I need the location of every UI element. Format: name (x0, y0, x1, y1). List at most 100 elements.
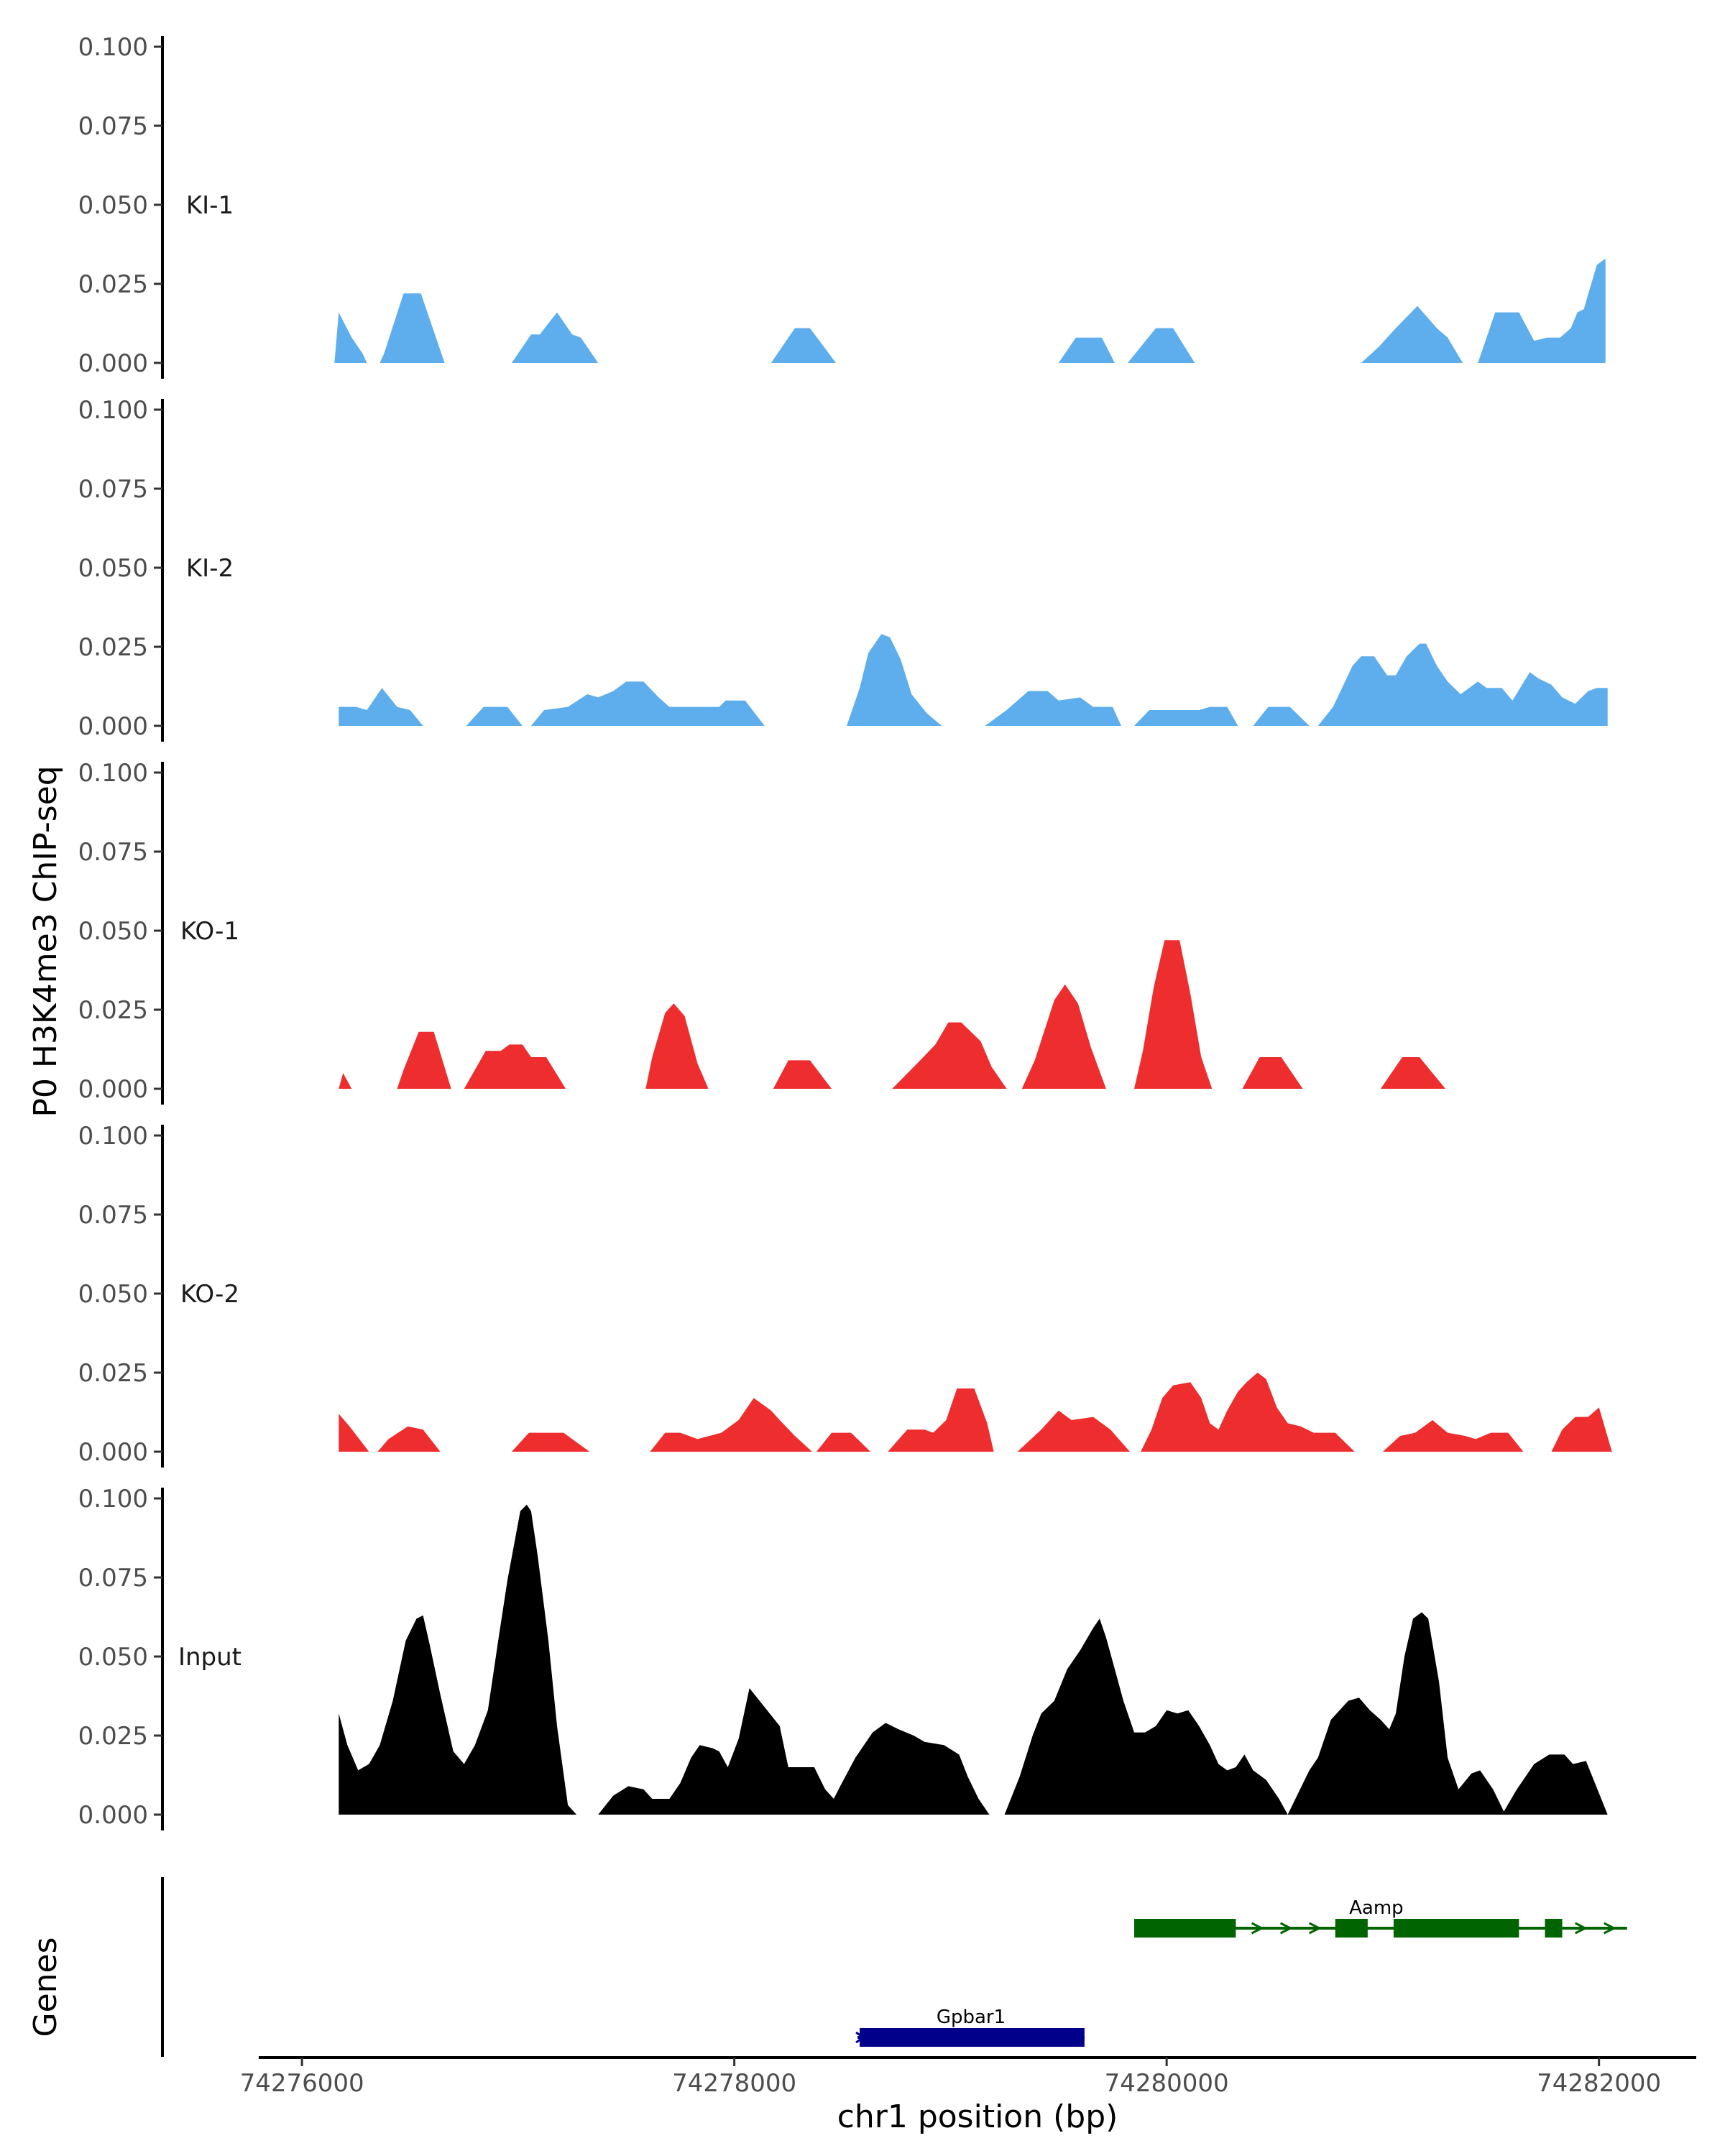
signal-area (511, 1432, 590, 1452)
signal-area (888, 1388, 994, 1452)
strand-arrow-icon (1279, 1922, 1293, 1935)
y-tick-label: 0.075 (78, 112, 148, 141)
track-ko-2: 0.000 0.025 0.050 0.075 0.100 KO-2 (78, 1122, 1612, 1468)
track-label: Input (178, 1643, 242, 1672)
y-tick-label: 0.025 (78, 270, 148, 299)
gene-panel: Aamp Gpbar1 (161, 1877, 1627, 2057)
signal-area (1551, 1407, 1612, 1452)
y-tick-label: 0.050 (78, 1280, 148, 1309)
y-tick-label: 0.075 (78, 1564, 148, 1593)
y-tick-label: 0.100 (78, 33, 148, 62)
y-tick-label: 0.000 (78, 1801, 148, 1830)
signal-area (1253, 706, 1310, 726)
x-tick-label: 74282000 (1537, 2069, 1661, 2098)
y-tick-label: 0.000 (78, 1075, 148, 1104)
signal-area (339, 1504, 577, 1815)
track-label: KO-2 (180, 1280, 239, 1309)
signal-area (847, 634, 942, 726)
x-tick-label: 74278000 (672, 2069, 796, 2098)
signal-tracks: 0.0000.0250.0500.0750.100KI-10.0000.0250… (78, 33, 1612, 1830)
signal-area (1004, 1612, 1608, 1815)
signal-area (339, 1073, 352, 1089)
gene-exon (860, 2028, 1085, 2047)
y-tick-label: 0.025 (78, 1359, 148, 1388)
strand-arrow-icon (1603, 1922, 1617, 1935)
track-ki-2: 0.000 0.025 0.050 0.075 0.100 KI-2 (78, 396, 1608, 742)
y-tick-label: 0.025 (78, 633, 148, 662)
signal-area (1017, 1410, 1130, 1452)
y-tick-label: 0.050 (78, 554, 148, 583)
signal-area (1361, 305, 1463, 363)
signal-area (1242, 1057, 1303, 1089)
gene-label: Gpbar1 (937, 2007, 1006, 2028)
strand-arrow-icon (1308, 1922, 1322, 1935)
signal-area (380, 293, 445, 363)
signal-area (466, 706, 523, 726)
y-tick-label: 0.025 (78, 1722, 148, 1751)
x-tick-label: 74276000 (240, 2069, 364, 2098)
signal-area (334, 312, 367, 363)
signal-area (339, 688, 423, 726)
y-tick-label: 0.075 (78, 1201, 148, 1230)
track-label: KO-1 (180, 917, 239, 946)
signal-area (1134, 940, 1213, 1089)
signal-area (816, 1432, 871, 1452)
gene-label: Aamp (1349, 1897, 1404, 1919)
signal-area (645, 1003, 709, 1089)
signal-area (985, 691, 1121, 726)
gene-exon (1393, 1919, 1519, 1938)
track-label: KI-2 (186, 554, 234, 583)
y-tick-label: 0.100 (78, 396, 148, 425)
signal-area (1380, 1057, 1446, 1089)
y-tick-label: 0.000 (78, 349, 148, 378)
signal-area (464, 1044, 566, 1089)
y-tick-label: 0.075 (78, 838, 148, 867)
signal-area (1382, 1420, 1524, 1452)
signal-area (339, 1414, 369, 1452)
signal-area (511, 312, 599, 363)
gene-exon (1335, 1919, 1368, 1938)
y-tick-label: 0.075 (78, 475, 148, 504)
signal-area (1141, 1373, 1355, 1452)
signal-area (773, 1060, 832, 1089)
signal-area (770, 328, 836, 363)
y-tick-label: 0.050 (78, 1643, 148, 1672)
y-tick-label: 0.000 (78, 1438, 148, 1467)
signal-area (650, 1398, 812, 1452)
signal-area (530, 681, 765, 726)
y-tick-label: 0.050 (78, 917, 148, 946)
signal-area (1058, 337, 1115, 363)
y-axis-title: P0 H3K4me3 ChIP-seq (27, 765, 64, 1117)
strand-arrow-icon (855, 2031, 865, 2044)
strand-arrow-icon (1251, 1922, 1264, 1935)
gene-panel-title: Genes (27, 1937, 64, 2037)
signal-area (397, 1031, 451, 1089)
track-input: 0.000 0.025 0.050 0.075 0.100 Input (78, 1485, 1608, 1830)
signal-area (892, 1022, 1007, 1089)
y-tick-label: 0.100 (78, 1122, 148, 1151)
y-tick-label: 0.100 (78, 759, 148, 788)
signal-area (1134, 706, 1238, 726)
signal-area (1021, 984, 1106, 1089)
y-tick-label: 0.100 (78, 1485, 148, 1514)
gene-aamp: Aamp (1134, 1897, 1627, 1938)
signal-area (598, 1688, 990, 1815)
track-ko-1: 0.000 0.025 0.050 0.075 0.100 KO-1 (78, 759, 1446, 1105)
y-tick-label: 0.000 (78, 712, 148, 741)
x-axis-title: chr1 position (bp) (837, 2099, 1118, 2135)
signal-area (377, 1426, 441, 1452)
track-label: KI-1 (186, 191, 234, 220)
strand-arrow-icon (1574, 1922, 1588, 1935)
signal-area (1128, 328, 1195, 363)
track-ki-1: 0.000 0.025 0.050 0.075 0.100 KI-1 (78, 33, 1606, 379)
x-axis: 74276000 74278000 74280000 74282000 (240, 2056, 1696, 2098)
gene-exon (1545, 1919, 1563, 1938)
signal-area (1317, 643, 1608, 726)
gene-gpbar1: Gpbar1 (855, 2007, 1085, 2047)
gene-exon (1134, 1919, 1236, 1938)
signal-area (1478, 258, 1606, 363)
y-tick-label: 0.025 (78, 996, 148, 1025)
x-tick-label: 74280000 (1105, 2069, 1229, 2098)
